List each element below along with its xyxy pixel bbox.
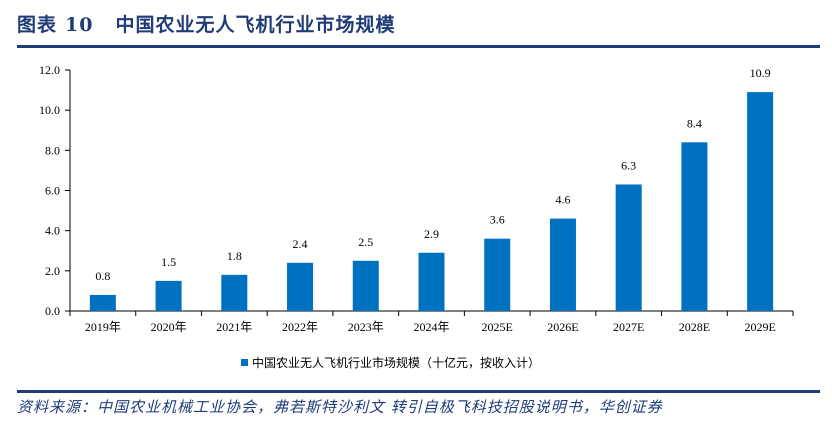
x-axis: 2019年 2020年 2021年 2022年 2023年 2024年 2025E 2026E… — [69, 310, 794, 334]
data-label: 2.4 — [293, 237, 308, 251]
bar — [89, 294, 116, 311]
x-tick-label: 2024年 — [413, 320, 449, 334]
figure-title-text: 中国农业无人飞机行业市场规模 — [115, 14, 396, 36]
x-tick-label: 2026E — [547, 320, 578, 334]
y-tick-label: 4.0 — [45, 224, 60, 238]
bar — [747, 92, 774, 311]
bar — [615, 184, 642, 311]
y-tick-label: 2.0 — [45, 264, 60, 278]
y-tick-label: 0.0 — [45, 304, 60, 318]
bottom-rule — [17, 390, 820, 393]
x-tick-label: 2020年 — [151, 320, 187, 334]
data-label: 6.3 — [621, 158, 636, 172]
x-tick-label: 2027E — [613, 320, 644, 334]
data-label: 8.4 — [687, 116, 702, 130]
x-tick-label: 2019年 — [85, 320, 121, 334]
x-tick-label: 2022年 — [282, 320, 318, 334]
y-axis: 0.0 2.0 4.0 6.0 8.0 10.0 12.0 — [39, 63, 71, 318]
source-note: 资料来源：中国农业机械工业协会，弗若斯特沙利文 转引自极飞科技招股说明书，华创证… — [17, 398, 663, 416]
legend-label: 中国农业无人飞机行业市场规模（十亿元，按收入计） — [252, 356, 541, 370]
data-labels: 0.8 1.5 1.8 2.4 2.5 2.9 3.6 4.6 6.3 8.4 10.9 — [95, 66, 770, 283]
bar — [549, 218, 576, 311]
bar — [287, 262, 314, 311]
x-tick-label: 2025E — [482, 320, 513, 334]
x-tick-label: 2023年 — [348, 320, 384, 334]
y-tick-label: 10.0 — [39, 103, 60, 117]
bar — [221, 274, 248, 311]
data-label: 3.6 — [490, 213, 505, 227]
figure-label: 图表 — [17, 14, 58, 36]
data-label: 2.5 — [358, 235, 373, 249]
bar — [681, 142, 708, 311]
bar — [484, 238, 511, 311]
top-rule — [17, 45, 820, 48]
x-tick-label: 2028E — [679, 320, 710, 334]
data-label: 2.9 — [424, 227, 439, 241]
data-label: 4.6 — [555, 193, 570, 207]
data-label: 10.9 — [750, 66, 771, 80]
legend-swatch — [241, 359, 248, 366]
data-label: 1.5 — [161, 255, 176, 269]
data-label: 0.8 — [95, 269, 110, 283]
x-tick-label: 2021年 — [216, 320, 252, 334]
y-tick-label: 12.0 — [39, 63, 60, 77]
bar-chart: 0.02.04.06.08.010.012.0 2019年 2020年 2021年 2… — [39, 63, 794, 334]
legend: 中国农业无人飞机行业市场规模（十亿元，按收入计） — [241, 354, 540, 371]
figure-title: 图表 10 中国农业无人飞机行业市场规模 — [17, 10, 395, 38]
data-label: 1.8 — [227, 249, 242, 263]
bar — [155, 280, 182, 311]
x-tick-label: 2029E — [744, 320, 775, 334]
figure-number: 10 — [65, 14, 94, 36]
y-tick-label: 6.0 — [45, 184, 60, 198]
bar — [418, 252, 445, 311]
bar — [352, 260, 379, 311]
y-tick-label: 8.0 — [45, 143, 60, 157]
bars — [89, 92, 774, 311]
